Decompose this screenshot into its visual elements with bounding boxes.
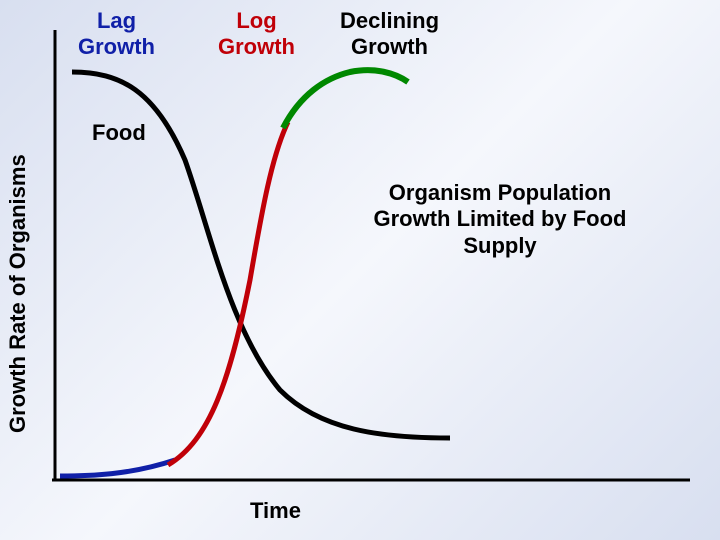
- declining-line1: Declining: [340, 8, 439, 33]
- caption-line3: Supply: [463, 233, 536, 258]
- y-axis-label: Growth Rate of Organisms: [5, 154, 31, 433]
- chart-caption: Organism Population Growth Limited by Fo…: [340, 180, 660, 259]
- log-line1: Log: [236, 8, 276, 33]
- caption-line1: Organism Population: [389, 180, 611, 205]
- lag-curve: [60, 460, 175, 476]
- lag-line1: Lag: [97, 8, 136, 33]
- x-axis-label: Time: [250, 498, 301, 524]
- growth-chart: Growth Rate of Organisms Time Lag Growth…: [0, 0, 720, 540]
- food-label: Food: [92, 120, 146, 146]
- lag-phase-label: Lag Growth: [78, 8, 155, 61]
- declining-phase-label: Declining Growth: [340, 8, 439, 61]
- lag-line2: Growth: [78, 34, 155, 59]
- log-phase-label: Log Growth: [218, 8, 295, 61]
- declining-line2: Growth: [351, 34, 428, 59]
- caption-line2: Growth Limited by Food: [374, 206, 627, 231]
- chart-svg: [0, 0, 720, 540]
- declining-curve: [283, 70, 408, 128]
- log-line2: Growth: [218, 34, 295, 59]
